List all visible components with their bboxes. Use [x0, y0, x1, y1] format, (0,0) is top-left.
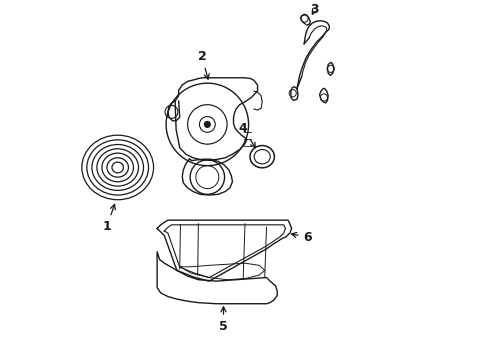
Text: 4: 4	[239, 122, 255, 148]
Text: 1: 1	[102, 204, 115, 233]
Text: 3: 3	[311, 3, 319, 16]
Text: 6: 6	[292, 231, 312, 244]
Text: 5: 5	[219, 307, 228, 333]
Circle shape	[204, 122, 210, 127]
Text: 2: 2	[197, 50, 209, 79]
